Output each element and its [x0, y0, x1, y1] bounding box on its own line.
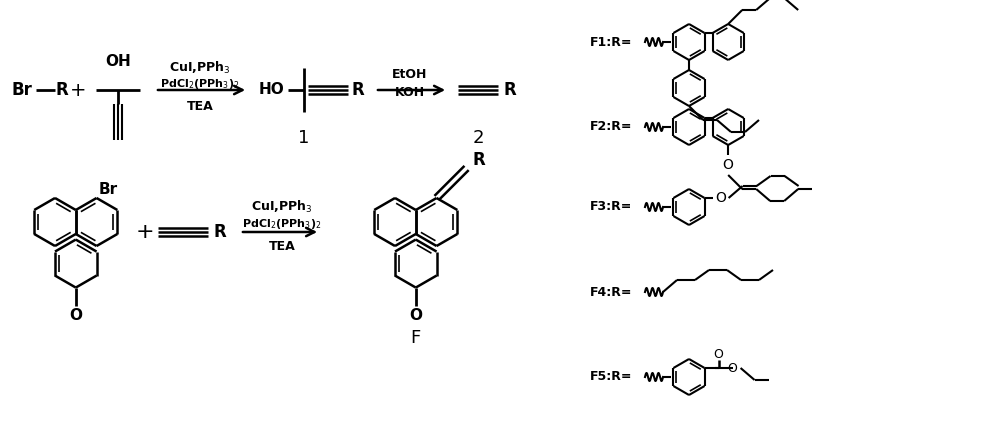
Text: R: R	[352, 81, 364, 99]
Text: F4:R=: F4:R=	[590, 286, 633, 298]
Text: 2: 2	[472, 129, 484, 147]
Text: F5:R=: F5:R=	[590, 370, 633, 384]
Text: R: R	[504, 81, 516, 99]
Text: O: O	[728, 362, 738, 374]
Text: TEA: TEA	[269, 240, 295, 254]
Text: OH: OH	[105, 54, 131, 69]
Text: R: R	[56, 81, 68, 99]
Text: CuI,PPh$_3$: CuI,PPh$_3$	[169, 60, 231, 76]
Text: Br: Br	[12, 81, 32, 99]
Text: F2:R=: F2:R=	[590, 121, 633, 133]
Text: +: +	[70, 80, 86, 99]
Text: O: O	[715, 191, 726, 205]
Text: O: O	[409, 308, 422, 323]
Text: EtOH: EtOH	[392, 68, 428, 80]
Text: KOH: KOH	[395, 87, 425, 99]
Text: PdCl$_2$(PPh$_3$)$_2$: PdCl$_2$(PPh$_3$)$_2$	[242, 217, 322, 231]
Text: TEA: TEA	[187, 99, 213, 113]
Text: F1:R=: F1:R=	[590, 35, 633, 49]
Text: F3:R=: F3:R=	[590, 201, 632, 213]
Text: Br: Br	[99, 183, 118, 198]
Text: CuI,PPh$_3$: CuI,PPh$_3$	[251, 199, 313, 215]
Text: HO: HO	[259, 83, 285, 98]
Text: O: O	[714, 347, 724, 361]
Text: 1: 1	[298, 129, 310, 147]
Text: O: O	[723, 158, 734, 172]
Text: +: +	[136, 222, 154, 242]
Text: O: O	[69, 308, 82, 323]
Text: PdCl$_2$(PPh$_3$)$_2$: PdCl$_2$(PPh$_3$)$_2$	[160, 77, 240, 91]
Text: F: F	[411, 328, 421, 347]
Text: R: R	[472, 151, 485, 169]
Text: R: R	[214, 223, 226, 241]
